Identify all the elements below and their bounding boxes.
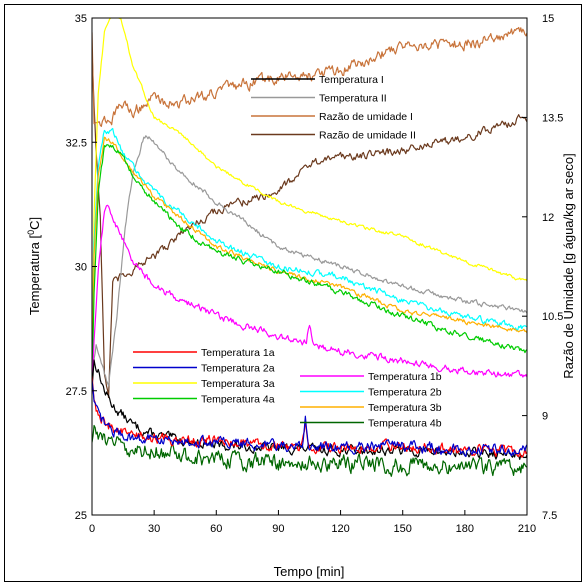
axis-ticks: 0 30 60 90 120 150 180 210 25 27.5 30 32.5 35 7.5 9 10.… [66,13,564,535]
x-tick-label: 180 [456,523,474,535]
series-line-temperatura-4b [92,424,527,477]
series-line-temperatura-2a [92,379,527,458]
x-tick-label: 210 [518,523,536,535]
series-line-raz-o-de-umidade-i [92,26,527,128]
y-axis-left-label-sup: 0 [26,230,36,235]
x-axis-label: Tempo [min] [274,564,345,579]
series-line-temperatura-3b [92,136,527,385]
y-left-tick-label: 32.5 [66,137,87,149]
legend-upper: Temperatura I Temperatura II Razão de umid… [251,74,416,142]
legend-label: Temperatura I [319,74,384,86]
legend-label: Temperatura 4b [368,418,442,430]
legend-label: Temperatura II [319,93,387,105]
y-right-tick-label: 10.5 [542,311,563,323]
legend-label: Temperatura 4a [201,394,275,406]
legend-label: Temperatura 1b [368,371,442,383]
legend-label: Temperatura 2b [368,387,442,399]
series-line-temperatura-1b [92,204,527,394]
y-left-tick-label: 30 [75,262,87,274]
legend-lower-right: Temperatura 1b Temperatura 2b Temperatura … [300,371,442,430]
x-tick-label: 0 [89,523,95,535]
series-line-raz-o-de-umidade-ii [92,51,527,399]
y-axis-left-label: Temperatura [0C] [26,217,42,315]
y-left-tick-label: 27.5 [66,386,87,398]
x-tick-label: 150 [394,523,412,535]
y-left-tick-label: 35 [75,13,87,25]
legend-lower-left: Temperatura 1a Temperatura 2a Temperatura … [133,347,275,406]
legend-label: Temperatura 3b [368,402,442,414]
series-line-temperatura-i [92,359,527,460]
y-right-tick-label: 9 [542,411,548,423]
legend-label: Razão de umidade II [319,130,416,142]
series-line-temperatura-2b [92,127,527,384]
legend-label: Temperatura 1a [201,347,275,359]
y-axis-left-label-end: C] [27,217,42,230]
y-axis-left-label-main: Temperatura [ [27,235,42,316]
chart-frame [4,4,582,582]
y-right-tick-label: 7.5 [542,510,557,522]
y-right-tick-label: 15 [542,13,554,25]
series-line-temperatura-4a [92,144,527,390]
legend-label: Razão de umidade I [319,111,413,123]
legends: Temperatura I Temperatura II Razão de umid… [133,74,442,430]
x-tick-label: 90 [272,523,284,535]
y-right-tick-label: 13.5 [542,112,563,124]
x-tick-label: 60 [210,523,222,535]
series-line-temperatura-3a [92,18,527,371]
legend-label: Temperatura 3a [201,378,275,390]
y-left-tick-label: 25 [75,510,87,522]
x-tick-label: 120 [331,523,349,535]
y-axis-right-label: Razão de Umidade [g água/kg ar seco] [561,153,576,378]
y-right-tick-label: 12 [542,212,554,224]
x-tick-label: 30 [148,523,160,535]
series-layer [92,18,527,477]
series-line-temperatura-ii [92,135,527,387]
legend-label: Temperatura 2a [201,363,275,375]
